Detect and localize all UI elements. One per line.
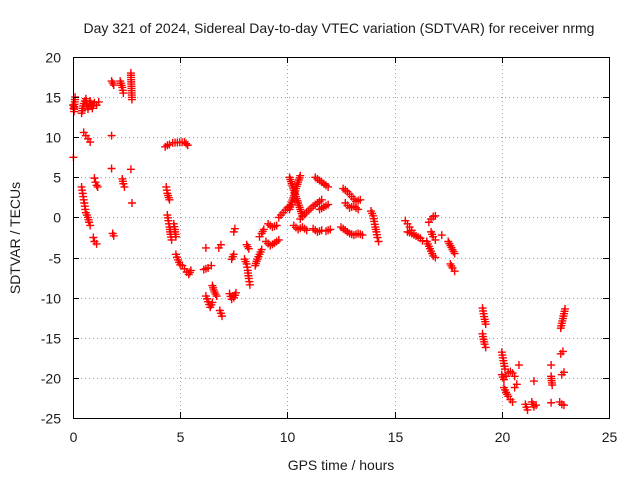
data-point — [92, 181, 101, 190]
data-point — [244, 244, 253, 253]
data-point — [481, 343, 490, 352]
data-point — [119, 89, 128, 98]
data-point — [512, 380, 521, 389]
data-point — [208, 298, 217, 307]
y-tick-label: 20 — [45, 50, 61, 66]
data-point — [93, 182, 102, 191]
data-point — [218, 312, 227, 321]
data-point — [216, 240, 225, 249]
data-point — [245, 280, 254, 289]
x-tick-label: 5 — [177, 429, 185, 445]
data-point — [167, 235, 176, 244]
data-point — [450, 267, 459, 276]
data-point — [418, 236, 427, 245]
data-point — [94, 97, 103, 106]
data-point — [374, 237, 383, 246]
data-point — [90, 174, 99, 183]
data-point — [431, 253, 440, 262]
data-point — [302, 226, 311, 235]
y-tick-label: -15 — [41, 331, 61, 347]
data-point — [317, 195, 326, 204]
data-point — [89, 233, 98, 242]
data-point — [373, 233, 382, 242]
data-point — [107, 131, 116, 140]
data-point — [86, 138, 95, 147]
data-point — [201, 243, 210, 252]
y-tick-label: 15 — [45, 90, 61, 106]
data-point — [450, 249, 459, 258]
x-axis-label: GPS time / hours — [288, 457, 395, 473]
data-point — [86, 221, 95, 230]
data-point — [229, 250, 238, 259]
data-point — [529, 377, 538, 386]
tick-labels: 0 5 10 15 20 25 -25 -20 -15 -10 -5 0 5 10 15 20 — [41, 50, 618, 446]
data-point — [561, 304, 570, 313]
x-tick-label: 20 — [495, 429, 511, 445]
data-point — [559, 368, 568, 377]
y-tick-label: -5 — [49, 251, 62, 267]
y-tick-label: -20 — [41, 371, 61, 387]
data-point — [272, 221, 281, 230]
data-point — [107, 164, 116, 173]
data-point — [324, 182, 333, 191]
data-point — [183, 141, 192, 150]
data-point — [324, 200, 333, 209]
axis-ticks — [73, 57, 610, 419]
data-point — [559, 401, 568, 410]
data-point — [92, 239, 101, 248]
grid-lines — [73, 57, 609, 418]
data-point — [230, 224, 239, 233]
data-point — [274, 235, 283, 244]
x-tick-label: 0 — [70, 429, 78, 445]
data-point — [481, 320, 490, 329]
data-point — [326, 225, 335, 234]
data-point — [354, 205, 363, 214]
y-tick-label: -25 — [41, 411, 61, 427]
data-point — [431, 211, 440, 220]
data-point — [547, 361, 556, 370]
data-point — [165, 195, 174, 204]
data-point — [508, 397, 517, 406]
data-point — [558, 347, 567, 356]
data-point — [207, 261, 216, 270]
data-point — [548, 381, 557, 390]
data-point — [186, 266, 195, 275]
data-point — [501, 365, 510, 374]
data-point — [171, 232, 180, 241]
data-point — [120, 182, 129, 191]
plot-frame — [73, 57, 610, 419]
y-tick-label: 0 — [53, 210, 61, 226]
y-tick-label: 10 — [45, 130, 61, 146]
data-point — [437, 231, 446, 240]
x-tick-label: 25 — [602, 429, 618, 445]
data-point — [296, 171, 305, 180]
data-point — [126, 165, 135, 174]
data-point — [358, 231, 367, 240]
data-point — [257, 245, 266, 254]
data-point — [109, 231, 118, 240]
x-tick-label: 15 — [388, 429, 404, 445]
data-point — [259, 225, 268, 234]
data-point — [510, 372, 519, 381]
data-point — [182, 139, 191, 148]
data-point — [109, 81, 118, 90]
y-axis-label: SDTVAR / TECUs — [7, 182, 23, 294]
data-points — [69, 69, 570, 414]
data-point — [431, 235, 440, 244]
data-point — [127, 199, 136, 208]
y-tick-label: -10 — [41, 291, 61, 307]
data-point — [514, 361, 523, 370]
data-point — [127, 95, 136, 104]
data-point — [212, 292, 221, 301]
data-point — [231, 288, 240, 297]
data-point — [532, 401, 541, 410]
data-point — [356, 195, 365, 204]
y-tick-label: 5 — [53, 170, 61, 186]
chart-title: Day 321 of 2024, Sidereal Day-to-day VTE… — [84, 20, 595, 36]
data-point — [523, 405, 532, 414]
x-tick-label: 10 — [280, 429, 296, 445]
data-point — [547, 398, 556, 407]
